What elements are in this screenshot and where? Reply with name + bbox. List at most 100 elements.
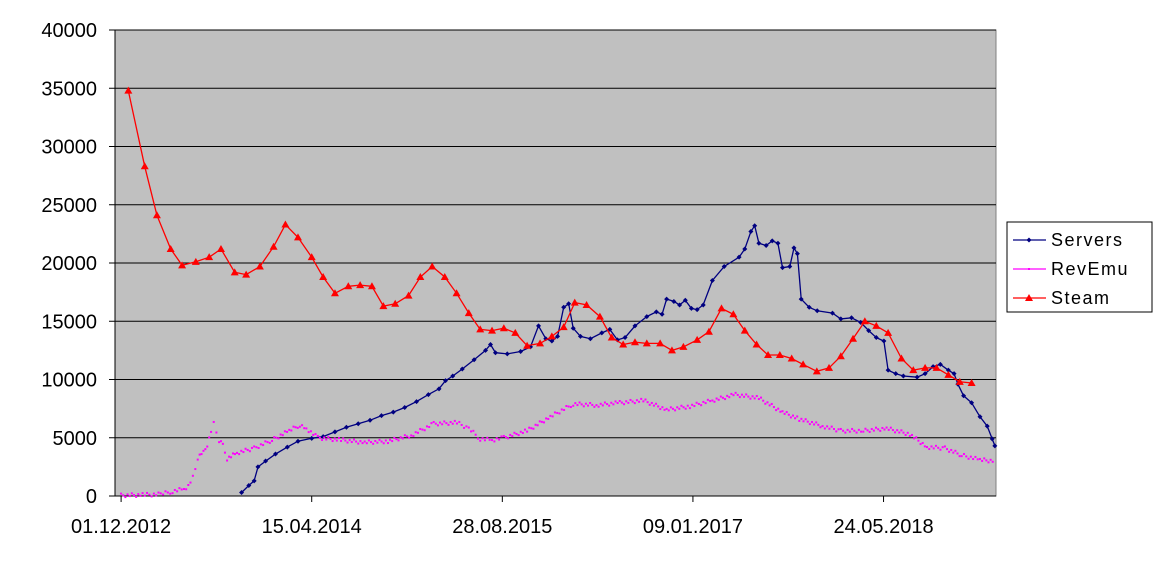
- data-point: [206, 445, 209, 448]
- data-point: [428, 262, 437, 270]
- data-point: [734, 391, 737, 394]
- data-point: [932, 363, 941, 371]
- data-point: [205, 253, 214, 261]
- data-point: [619, 340, 628, 348]
- data-point: [917, 439, 920, 442]
- data-point: [948, 450, 951, 453]
- data-point: [140, 162, 149, 170]
- data-point: [309, 435, 315, 441]
- data-point: [806, 304, 812, 310]
- data-point: [569, 406, 572, 409]
- data-point: [693, 405, 696, 408]
- data-point: [355, 421, 361, 427]
- data-point: [521, 431, 524, 434]
- data-point: [618, 400, 621, 402]
- data-point: [958, 455, 961, 458]
- data-point: [791, 245, 797, 251]
- data-point: [312, 433, 315, 436]
- data-point: [595, 404, 598, 407]
- data-point: [504, 351, 510, 357]
- data-point: [492, 350, 498, 356]
- data-point: [652, 404, 655, 407]
- data-point: [350, 441, 353, 444]
- data-point: [556, 411, 559, 414]
- data-point: [200, 453, 203, 456]
- data-point: [523, 428, 526, 431]
- data-point: [346, 441, 349, 444]
- data-point: [946, 448, 949, 451]
- data-point: [471, 357, 477, 363]
- data-point: [730, 392, 733, 395]
- data-point: [374, 439, 377, 442]
- data-point: [570, 298, 579, 306]
- data-point: [627, 401, 630, 404]
- data-point: [775, 409, 778, 412]
- data-point: [849, 334, 858, 342]
- data-point: [281, 434, 284, 437]
- data-point: [574, 402, 577, 405]
- data-point: [783, 412, 786, 415]
- data-point: [908, 435, 911, 438]
- data-point: [607, 326, 613, 332]
- data-point: [780, 265, 786, 271]
- data-point: [530, 427, 533, 430]
- data-point: [565, 405, 568, 408]
- y-tick-label: 5000: [53, 428, 98, 450]
- data-point: [580, 403, 583, 406]
- data-point: [246, 448, 249, 451]
- data-point: [751, 395, 754, 398]
- data-point: [665, 407, 668, 410]
- data-point: [331, 440, 334, 443]
- data-point: [860, 317, 869, 325]
- data-point: [423, 429, 426, 432]
- data-point: [836, 352, 845, 360]
- data-point: [223, 451, 226, 454]
- data-point: [688, 407, 691, 410]
- data-point: [277, 437, 280, 440]
- data-point: [410, 434, 413, 437]
- data-point: [883, 428, 886, 431]
- data-point: [399, 436, 402, 439]
- data-point: [352, 438, 355, 441]
- data-point: [812, 367, 821, 375]
- data-point: [826, 425, 829, 428]
- y-tick-label: 15000: [41, 311, 97, 333]
- data-point: [932, 447, 935, 450]
- data-point: [736, 254, 742, 260]
- data-point: [402, 404, 408, 410]
- data-point: [408, 436, 411, 439]
- data-point: [230, 456, 233, 459]
- data-point: [357, 442, 360, 445]
- data-point: [769, 238, 775, 244]
- data-point: [965, 455, 968, 458]
- data-point: [493, 440, 496, 443]
- data-point: [572, 404, 575, 407]
- data-point: [799, 360, 808, 368]
- data-point: [517, 434, 520, 437]
- data-point: [292, 425, 295, 428]
- data-point: [499, 324, 508, 332]
- data-point: [606, 403, 609, 406]
- data-point: [893, 371, 899, 377]
- data-point: [671, 407, 674, 410]
- data-point: [597, 405, 600, 408]
- data-point: [500, 435, 503, 438]
- data-point: [576, 404, 579, 407]
- y-tick-label: 10000: [41, 370, 97, 392]
- data-point: [582, 405, 585, 408]
- data-point: [866, 328, 872, 334]
- data-point: [821, 425, 824, 428]
- data-point: [804, 418, 807, 421]
- data-point: [667, 346, 676, 354]
- data-point: [488, 438, 491, 441]
- data-point: [967, 378, 976, 386]
- data-point: [589, 402, 592, 405]
- data-point: [885, 367, 891, 373]
- data-point: [269, 242, 278, 250]
- data-point: [488, 342, 494, 348]
- data-point: [599, 402, 602, 405]
- data-point: [319, 272, 328, 280]
- data-point: [753, 397, 756, 400]
- data-point: [749, 397, 752, 400]
- data-point: [563, 408, 566, 411]
